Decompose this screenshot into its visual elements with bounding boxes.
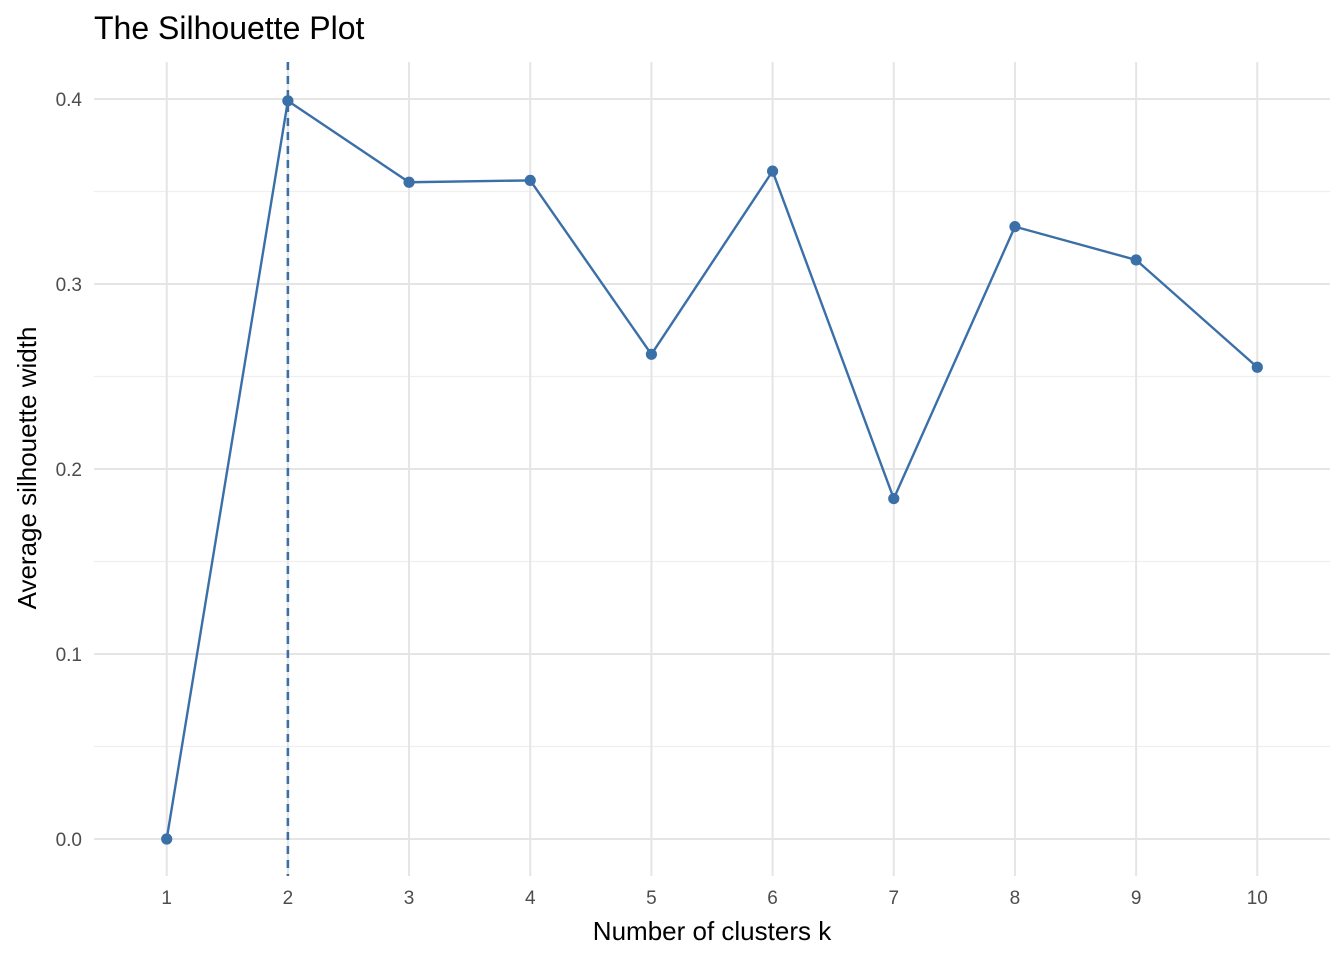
x-tick-label: 8 [1010,888,1021,909]
data-point-k5 [645,348,658,360]
data-point-k4 [524,174,536,186]
x-tick-label: 3 [404,888,415,909]
x-axis-title: Number of clusters k [593,916,832,946]
grid [94,62,1330,876]
data-point-k1 [161,833,173,845]
y-tick-label: 0.3 [56,275,82,296]
x-tick-label: 1 [161,888,172,909]
data-point-k8 [1009,221,1021,233]
data-point-k9 [1130,254,1142,266]
y-tick-label: 0.0 [56,830,82,851]
x-tick-labels: 1 2 3 4 5 6 7 8 9 10 [161,888,1267,909]
y-tick-label: 0.2 [56,460,82,481]
series-line [165,99,1259,840]
x-tick-label: 4 [525,888,536,909]
x-tick-label: 2 [283,888,294,909]
chart-title: The Silhouette Plot [94,10,365,46]
x-tick-label: 10 [1247,888,1268,909]
x-tick-label: 5 [646,888,657,909]
y-tick-labels: 0.0 0.1 0.2 0.3 0.4 [56,90,83,851]
x-tick-label: 9 [1131,888,1142,909]
data-point-k2 [282,95,294,107]
data-point-k7 [888,493,900,505]
y-tick-label: 0.1 [56,645,82,666]
data-point-k6 [766,165,779,177]
y-axis-title: Average silhouette width [12,327,42,610]
data-point-k10 [1251,361,1263,373]
data-point-k3 [403,176,415,188]
series-layer [161,95,1263,845]
x-tick-label: 6 [767,888,778,909]
y-tick-label: 0.4 [56,90,83,111]
x-tick-label: 7 [888,888,899,909]
